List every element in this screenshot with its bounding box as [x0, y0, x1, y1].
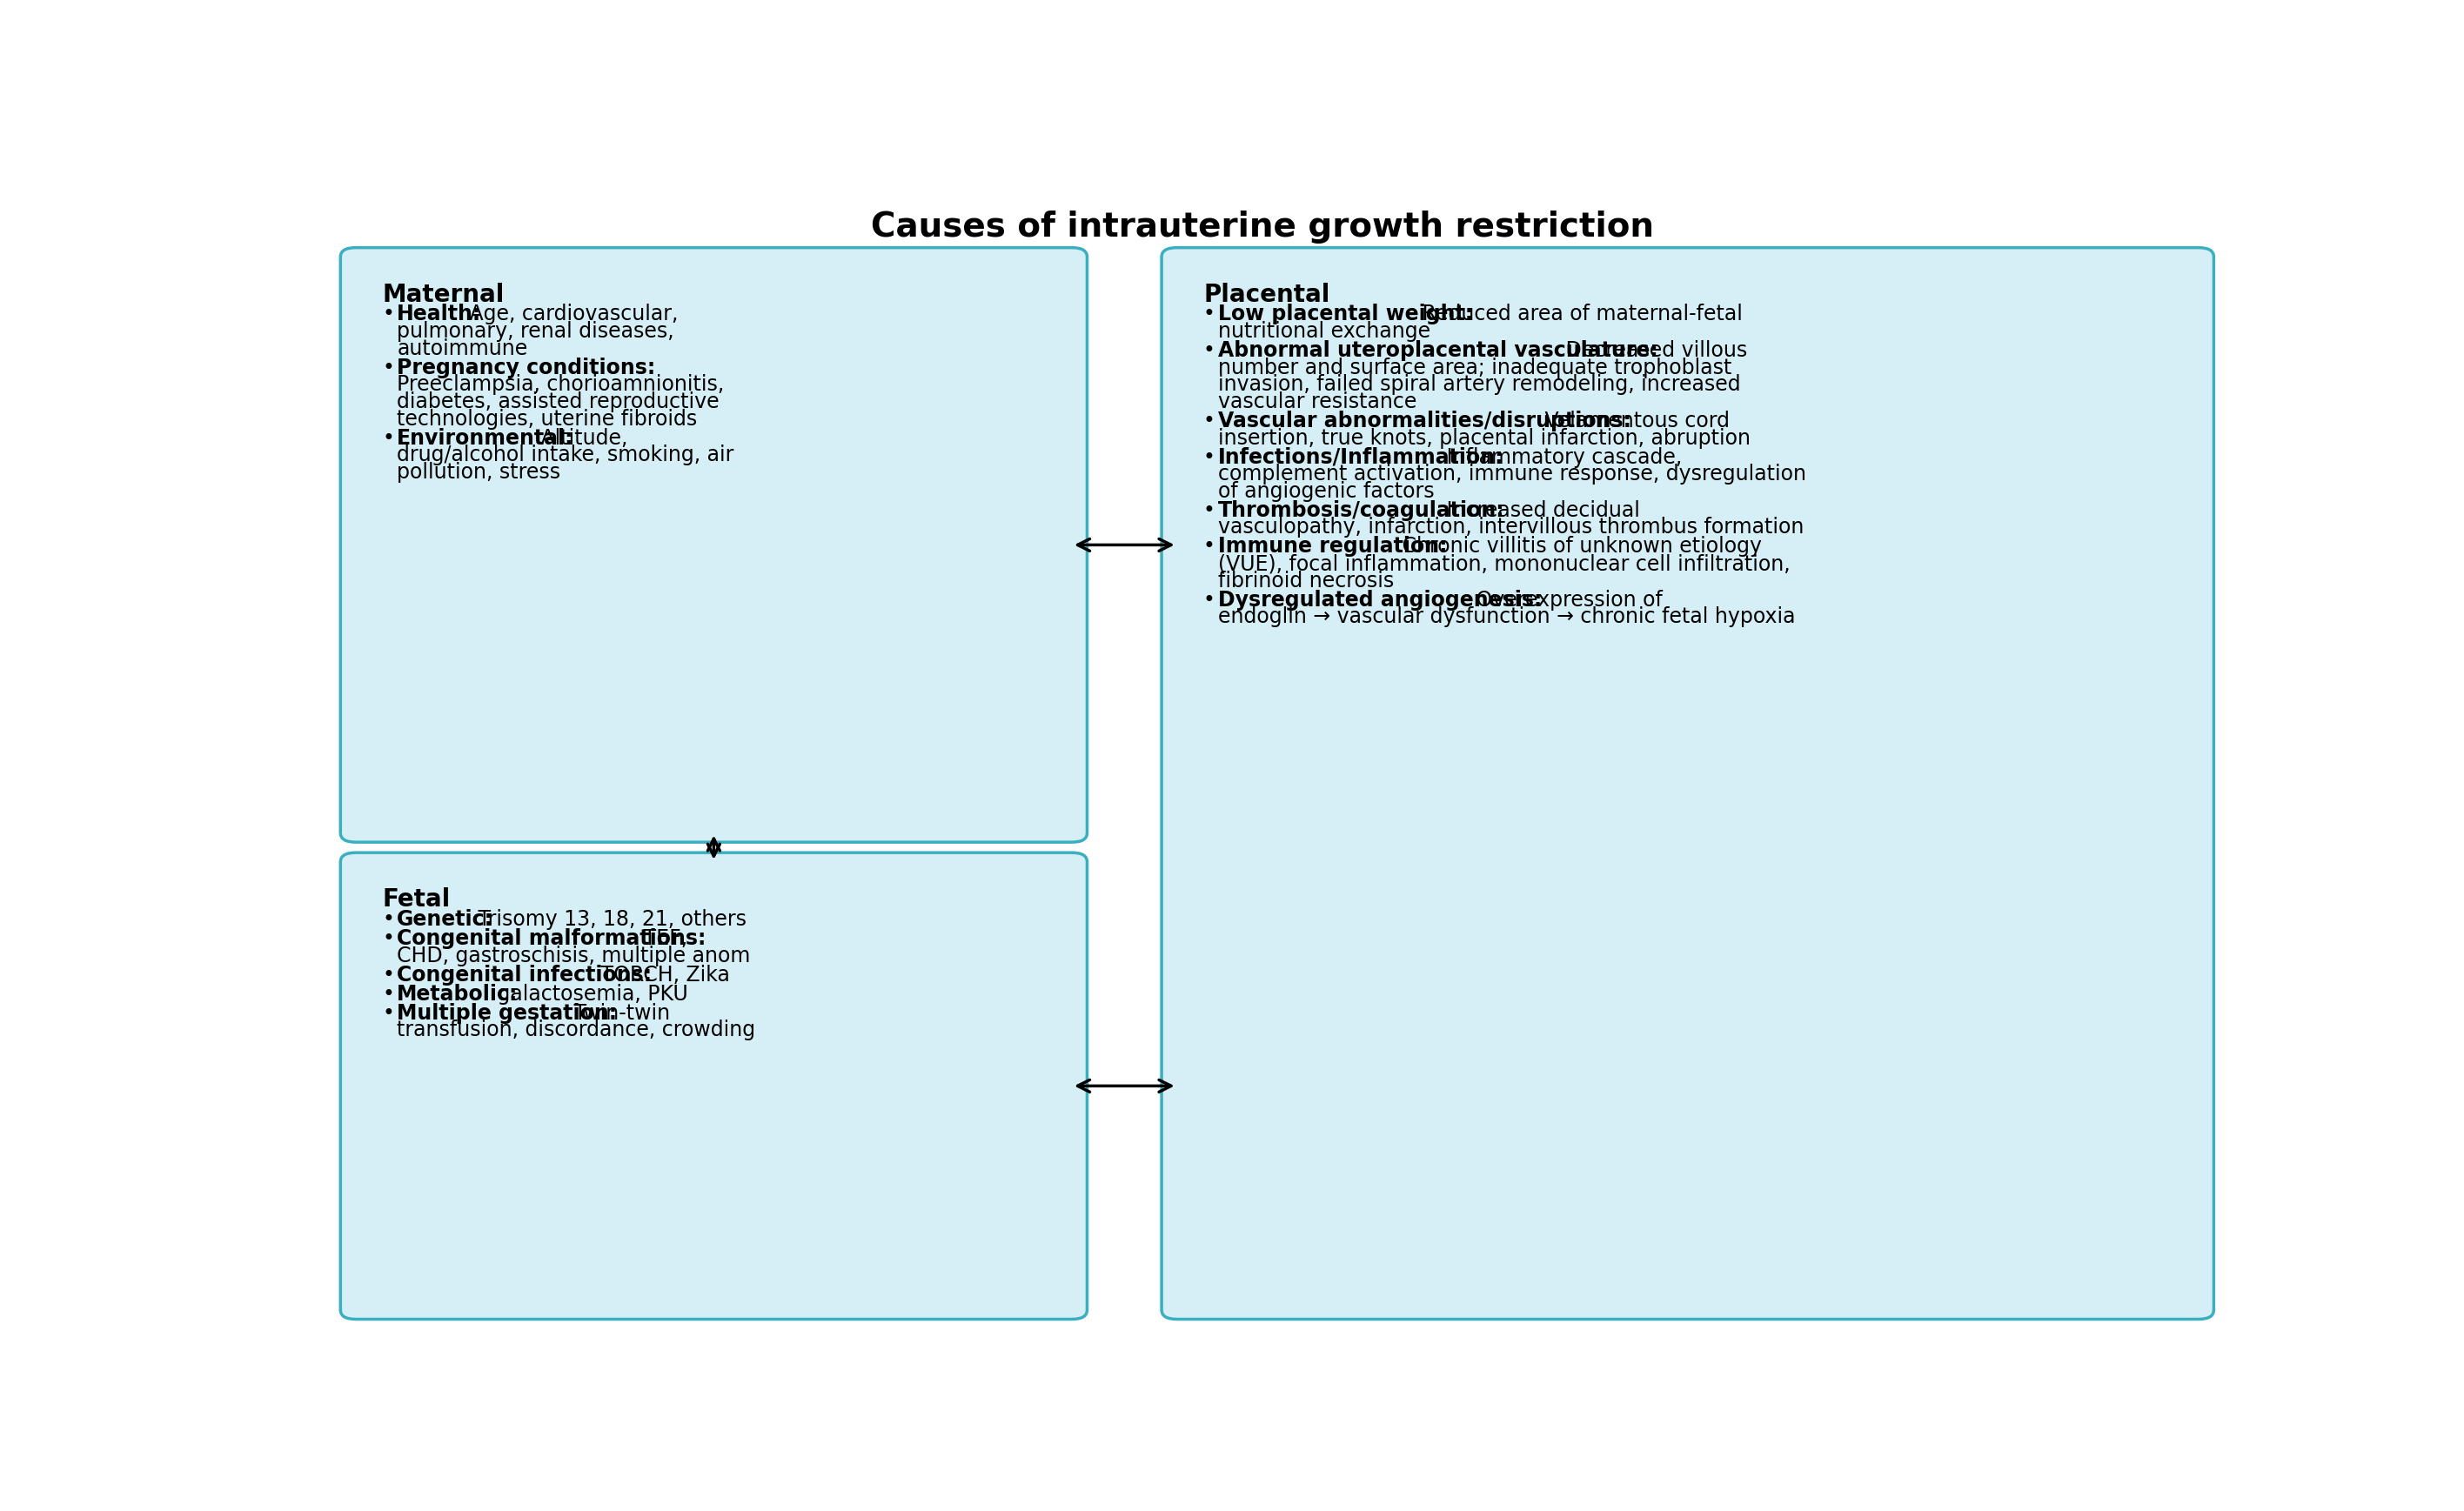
Text: Chronic villitis of unknown etiology: Chronic villitis of unknown etiology — [1395, 536, 1762, 558]
Text: Fetal: Fetal — [382, 887, 451, 913]
Text: Velamentous cord: Velamentous cord — [1538, 411, 1730, 432]
FancyBboxPatch shape — [340, 852, 1087, 1319]
Text: •: • — [382, 304, 402, 325]
Text: fibrinoid necrosis: fibrinoid necrosis — [1217, 571, 1395, 591]
Text: Low placental weight:: Low placental weight: — [1217, 304, 1473, 325]
Text: •: • — [382, 910, 402, 929]
Text: Placental: Placental — [1202, 283, 1331, 307]
Text: Congenital malformations:: Congenital malformations: — [397, 928, 707, 949]
Text: Abnormal uteroplacental vasculature:: Abnormal uteroplacental vasculature: — [1217, 340, 1658, 361]
Text: Immune regulation:: Immune regulation: — [1217, 536, 1446, 558]
Text: Dysregulated angiogenesis:: Dysregulated angiogenesis: — [1217, 589, 1542, 610]
Text: Vascular abnormalities/disruptions:: Vascular abnormalities/disruptions: — [1217, 411, 1631, 432]
Text: Multiple gestation:: Multiple gestation: — [397, 1003, 616, 1023]
Text: pulmonary, renal diseases,: pulmonary, renal diseases, — [397, 320, 675, 341]
Text: (VUE), focal inflammation, mononuclear cell infiltration,: (VUE), focal inflammation, mononuclear c… — [1217, 553, 1791, 574]
Text: •: • — [1202, 304, 1222, 325]
Text: •: • — [382, 964, 402, 985]
Text: invasion, failed spiral artery remodeling, increased: invasion, failed spiral artery remodelin… — [1217, 375, 1740, 396]
Text: CHD, gastroschisis, multiple anom: CHD, gastroschisis, multiple anom — [397, 946, 752, 966]
Text: Congenital infections:: Congenital infections: — [397, 964, 653, 985]
Text: Genetic:: Genetic: — [397, 910, 493, 929]
Text: TEF,: TEF, — [636, 928, 687, 949]
Text: Overexpression of: Overexpression of — [1469, 589, 1663, 610]
Text: Environmental:: Environmental: — [397, 428, 574, 449]
Text: Causes of intrauterine growth restriction: Causes of intrauterine growth restrictio… — [872, 210, 1653, 243]
Text: Twin-twin: Twin-twin — [567, 1003, 670, 1023]
Text: Increased decidual: Increased decidual — [1441, 500, 1641, 521]
Text: Infections/Inflammation:: Infections/Inflammation: — [1217, 447, 1503, 467]
Text: •: • — [1202, 447, 1222, 467]
Text: Trisomy 13, 18, 21, others: Trisomy 13, 18, 21, others — [471, 910, 747, 929]
Text: transfusion, discordance, crowding: transfusion, discordance, crowding — [397, 1020, 756, 1041]
FancyBboxPatch shape — [1161, 248, 2213, 1319]
Text: •: • — [1202, 536, 1222, 558]
Text: •: • — [382, 357, 402, 378]
Text: drug/alcohol intake, smoking, air: drug/alcohol intake, smoking, air — [397, 444, 734, 465]
Text: •: • — [382, 928, 402, 949]
Text: Maternal: Maternal — [382, 283, 505, 307]
Text: Reduced area of maternal-fetal: Reduced area of maternal-fetal — [1417, 304, 1742, 325]
Text: diabetes, assisted reproductive: diabetes, assisted reproductive — [397, 391, 719, 413]
Text: •: • — [1202, 411, 1222, 432]
Text: •: • — [1202, 589, 1222, 610]
Text: Thrombosis/coagulation:: Thrombosis/coagulation: — [1217, 500, 1506, 521]
Text: Age, cardiovascular,: Age, cardiovascular, — [463, 304, 678, 325]
Text: vascular resistance: vascular resistance — [1217, 391, 1417, 413]
Text: Decreased villous: Decreased villous — [1560, 340, 1747, 361]
Text: nutritional exchange: nutritional exchange — [1217, 320, 1432, 341]
Text: Preeclampsia, chorioamnionitis,: Preeclampsia, chorioamnionitis, — [397, 375, 724, 396]
Text: technologies, uterine fibroids: technologies, uterine fibroids — [397, 408, 697, 429]
Text: insertion, true knots, placental infarction, abruption: insertion, true knots, placental infarct… — [1217, 428, 1749, 449]
FancyBboxPatch shape — [340, 248, 1087, 842]
Text: •: • — [382, 428, 402, 449]
Text: autoimmune: autoimmune — [397, 338, 527, 360]
Text: complement activation, immune response, dysregulation: complement activation, immune response, … — [1217, 464, 1806, 485]
Text: •: • — [1202, 500, 1222, 521]
Text: galactosemia, PKU: galactosemia, PKU — [490, 984, 687, 1005]
Text: vasculopathy, infarction, intervillous thrombus formation: vasculopathy, infarction, intervillous t… — [1217, 517, 1804, 538]
Text: Health:: Health: — [397, 304, 480, 325]
Text: pollution, stress: pollution, stress — [397, 462, 562, 482]
Text: •: • — [382, 984, 402, 1005]
Text: •: • — [1202, 340, 1222, 361]
Text: number and surface area; inadequate trophoblast: number and surface area; inadequate trop… — [1217, 357, 1732, 378]
Text: of angiogenic factors: of angiogenic factors — [1217, 480, 1434, 502]
Text: Pregnancy conditions:: Pregnancy conditions: — [397, 357, 655, 378]
Text: Metabolic:: Metabolic: — [397, 984, 517, 1005]
Text: Altitude,: Altitude, — [535, 428, 628, 449]
Text: TORCH, Zika: TORCH, Zika — [594, 964, 729, 985]
Text: endoglin → vascular dysfunction → chronic fetal hypoxia: endoglin → vascular dysfunction → chroni… — [1217, 606, 1796, 627]
Text: Inflammatory cascade,: Inflammatory cascade, — [1439, 447, 1680, 467]
Text: •: • — [382, 1003, 402, 1023]
